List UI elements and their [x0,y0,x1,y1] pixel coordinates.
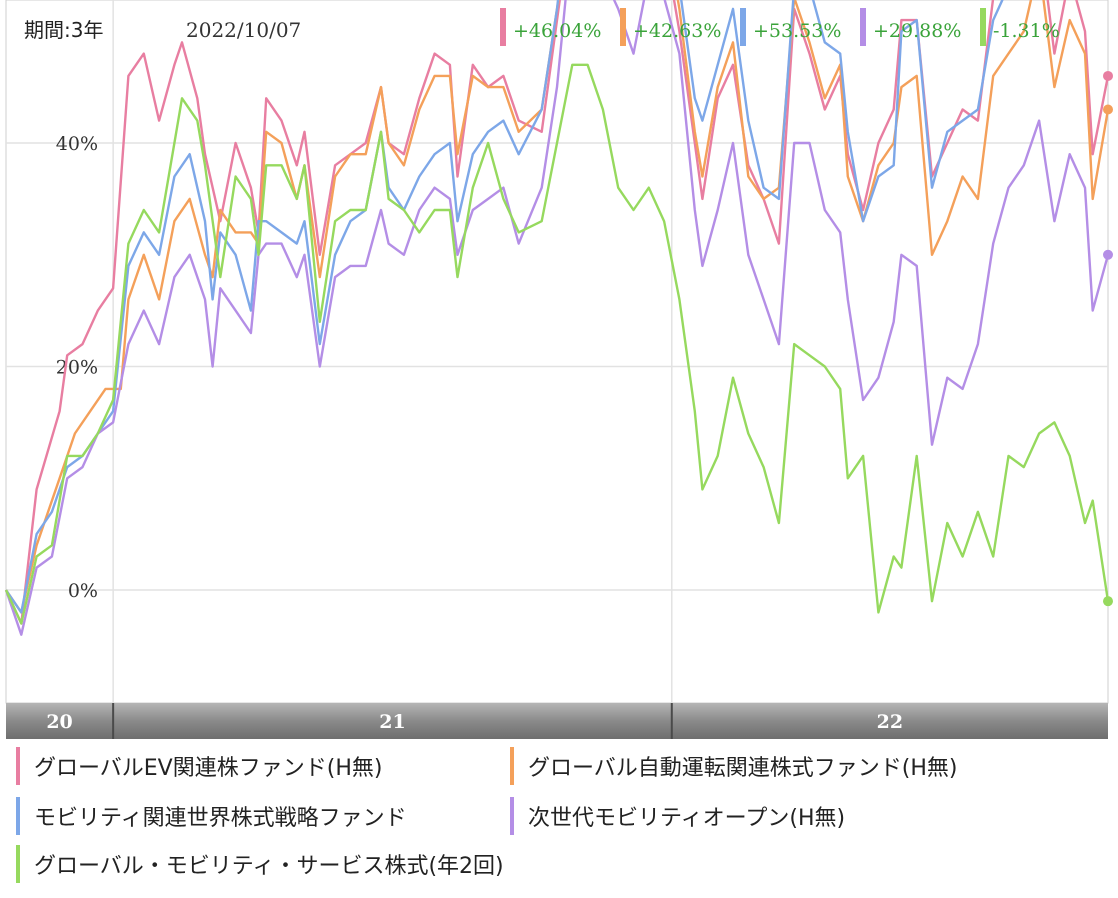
return-value-0: +46.04% [513,20,601,42]
date-label: 2022/10/07 [186,18,301,42]
return-value-1: +42.63% [633,20,721,42]
legend-swatch [16,845,20,883]
legend-item-series-4[interactable]: グローバル・モビリティ・サービス株式(年2回) [16,844,504,884]
legend-label: モビリティ関連世界株式戦略ファンド [34,806,407,831]
legend-swatch [16,747,20,785]
legend-label: グローバル・モビリティ・サービス株式(年2回) [34,854,504,879]
plot-area [5,0,1109,704]
return-value-2: +53.53% [753,20,841,42]
return-value-3: +29.88% [873,20,961,42]
y-tick-label: 0% [68,580,98,602]
return-swatch-4 [980,8,986,46]
y-tick-label: 40% [56,133,98,155]
return-swatch-0 [500,8,506,46]
return-value-4: -1.31% [993,20,1060,42]
series-line-3 [4,0,1110,636]
series-end-dot-0 [1103,70,1113,81]
series-line-2 [5,0,1004,614]
x-year-label: 20 [46,711,72,733]
legend: グローバルEV関連株ファンド(H無) グローバル自動運転関連株式ファンド(H無)… [0,740,1118,898]
return-swatch-1 [620,8,626,46]
return-swatch-3 [860,8,866,46]
y-tick-label: 20% [56,357,98,379]
legend-item-series-1[interactable]: グローバル自動運転関連株式ファンド(H無) [510,746,958,786]
x-year-label: 21 [379,711,405,733]
period-label: 期間:3年 [24,18,103,42]
legend-item-series-0[interactable]: グローバルEV関連株ファンド(H無) [16,746,382,786]
legend-label: グローバル自動運転関連株式ファンド(H無) [528,756,958,781]
series-line-4 [4,63,1110,625]
legend-swatch [16,797,20,835]
legend-label: グローバルEV関連株ファンド(H無) [34,756,383,781]
legend-swatch [510,797,514,835]
legend-swatch [510,747,514,785]
x-axis-bar [6,703,1108,739]
chart-svg: 0%20%40%60% 期間:3年2022/10/07+46.04%+42.63… [4,0,1113,739]
legend-item-series-3[interactable]: 次世代モビリティオープン(H無) [510,796,845,836]
return-swatch-2 [740,8,746,46]
legend-label: 次世代モビリティオープン(H無) [528,806,846,831]
series-end-dot-4 [1103,596,1113,607]
legend-item-series-2[interactable]: モビリティ関連世界株式戦略ファンド [16,796,407,836]
series-end-dot-3 [1103,249,1113,260]
x-year-label: 22 [877,711,903,733]
series-end-dot-1 [1103,104,1113,115]
